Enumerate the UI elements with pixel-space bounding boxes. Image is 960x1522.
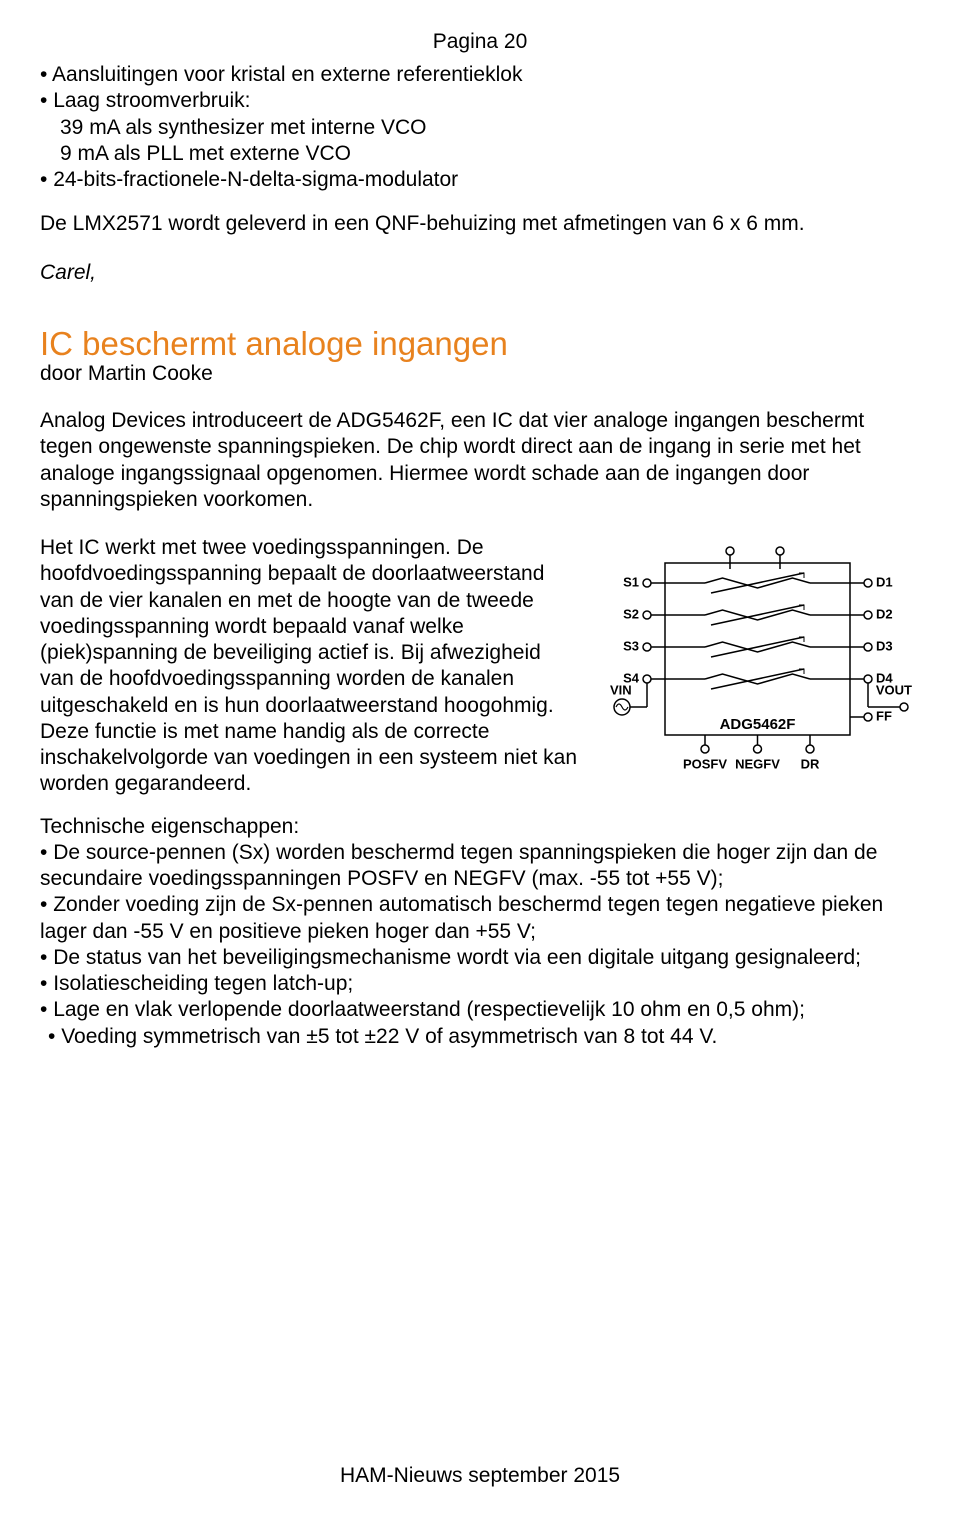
bullet-text: Aansluitingen voor kristal en externe re… (52, 63, 522, 86)
list-item: 24-bits-fractionele-N-delta-sigma-modula… (40, 167, 920, 193)
tech-intro: Technische eigenschappen: (40, 814, 920, 840)
svg-text:D3: D3 (876, 638, 893, 653)
svg-text:POSFV: POSFV (683, 756, 727, 771)
svg-text:D1: D1 (876, 574, 893, 589)
page-number: Pagina 20 (40, 30, 920, 54)
list-item: De source-pennen (Sx) worden beschermd t… (40, 840, 920, 893)
svg-text:ADG5462F: ADG5462F (720, 716, 796, 733)
list-item: Zonder voeding zijn de Sx-pennen automat… (40, 892, 920, 945)
list-item: Laag stroomverbruik: (40, 88, 920, 114)
svg-text:VIN: VIN (610, 682, 632, 697)
body-paragraph-2: Het IC werkt met twee voedingsspanningen… (40, 535, 580, 798)
svg-text:FF: FF (876, 708, 892, 723)
signoff: Carel, (40, 260, 920, 286)
list-item: Lage en vlak verlopende doorlaatweerstan… (40, 997, 920, 1023)
two-column-row: Het IC werkt met twee voedingsspanningen… (40, 535, 920, 798)
bullet-text: Laag stroomverbruik: (53, 89, 250, 112)
bullet-text: 24-bits-fractionele-N-delta-sigma-modula… (53, 168, 458, 191)
svg-text:D2: D2 (876, 606, 893, 621)
left-column: Het IC werkt met twee voedingsspanningen… (40, 535, 580, 798)
indented-line: 39 mA als synthesizer met interne VCO (60, 115, 920, 141)
svg-text:VSS: VSS (767, 543, 793, 545)
section-heading: IC beschermt analoge ingangen (40, 326, 920, 362)
indented-lines: 39 mA als synthesizer met interne VCO 9 … (40, 115, 920, 168)
body-paragraph-1: Analog Devices introduceert de ADG5462F,… (40, 408, 920, 513)
diagram-container: VDDVSSS1D1S2D2S3D3S4D4VINVOUTFFADG5462FP… (610, 535, 920, 783)
svg-text:S3: S3 (623, 638, 639, 653)
tech-bullet-list: De source-pennen (Sx) worden beschermd t… (40, 840, 920, 1050)
list-item: Voeding symmetrisch van ±5 tot ±22 V of … (40, 1024, 920, 1050)
indented-line: 9 mA als PLL met externe VCO (60, 141, 920, 167)
svg-text:VDD: VDD (716, 543, 743, 545)
top-paragraph: De LMX2571 wordt geleverd in een QNF-beh… (40, 211, 920, 237)
svg-text:S1: S1 (623, 574, 639, 589)
top-bullet-list: Aansluitingen voor kristal en externe re… (40, 62, 920, 115)
svg-text:DR: DR (801, 756, 820, 771)
schematic-diagram: VDDVSSS1D1S2D2S3D3S4D4VINVOUTFFADG5462FP… (610, 543, 920, 783)
page-footer: HAM-Nieuws september 2015 (0, 1464, 960, 1488)
list-item: De status van het beveiligingsmechanisme… (40, 945, 920, 971)
list-item: Isolatiescheiding tegen latch-up; (40, 971, 920, 997)
list-item: Aansluitingen voor kristal en externe re… (40, 62, 920, 88)
top-bullet-list-2: 24-bits-fractionele-N-delta-sigma-modula… (40, 167, 920, 193)
svg-text:VOUT: VOUT (876, 682, 912, 697)
page-container: Pagina 20 Aansluitingen voor kristal en … (0, 0, 960, 1522)
byline: door Martin Cooke (40, 362, 920, 386)
svg-text:S2: S2 (623, 606, 639, 621)
svg-text:NEGFV: NEGFV (735, 756, 780, 771)
